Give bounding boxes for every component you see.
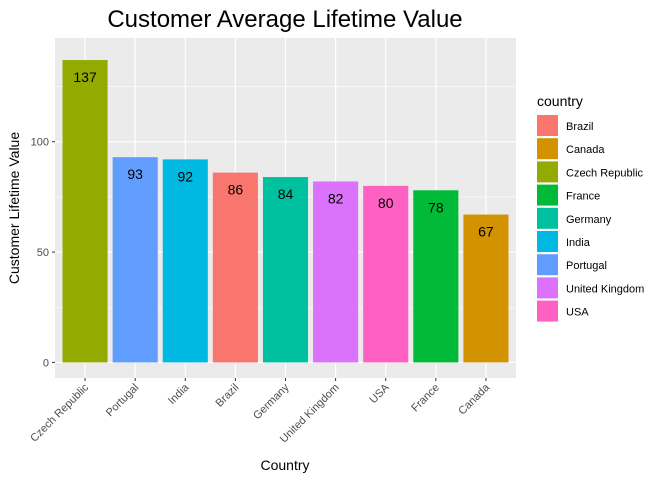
x-tick-label: Germany	[251, 381, 292, 422]
legend-key	[537, 207, 558, 229]
bar	[212, 172, 258, 363]
x-tick-label: Canada	[456, 381, 492, 417]
legend-label: United Kingdom	[566, 283, 644, 295]
legend-label: USA	[566, 307, 589, 319]
legend-key	[537, 300, 558, 322]
bars-group	[62, 60, 509, 363]
y-axis-ticks: 0 50 100	[31, 137, 55, 369]
legend-key	[537, 138, 558, 160]
bar-value-label: 86	[228, 182, 244, 198]
bar	[363, 185, 409, 363]
legend-label: Germany	[566, 214, 612, 226]
legend: Brazil Canada Czech Republic France Germany I…	[537, 115, 644, 322]
legend-label: France	[566, 191, 600, 203]
bar	[463, 214, 509, 363]
bar	[162, 159, 208, 363]
x-tick-label: USA	[367, 381, 392, 406]
legend-title: country	[537, 93, 583, 109]
bar	[112, 157, 158, 363]
x-axis-title: Country	[260, 457, 309, 473]
bar-value-label: 84	[278, 186, 294, 202]
legend-key	[537, 184, 558, 206]
bar	[62, 60, 108, 363]
x-tick-label: Czech Republic	[28, 381, 91, 444]
bar-value-label: 80	[378, 195, 394, 211]
bar	[313, 181, 359, 363]
bar-value-label: 92	[177, 168, 193, 184]
legend-key	[537, 277, 558, 299]
legend-key	[537, 254, 558, 276]
y-tick-label: 100	[31, 137, 49, 149]
bar	[262, 177, 309, 363]
legend-key	[537, 161, 558, 183]
bar-value-label: 137	[73, 69, 97, 85]
x-tick-label: Brazil	[214, 382, 242, 410]
legend-key	[537, 231, 558, 252]
y-tick-label: 50	[37, 247, 49, 259]
legend-key	[537, 115, 558, 136]
bar-value-label: 93	[127, 166, 143, 182]
legend-label: Czech Republic	[566, 167, 644, 179]
y-tick-label: 0	[43, 357, 49, 369]
bar-labels-group: 137 93 92 86 84 82 80 78 67	[73, 69, 494, 239]
chart-title: Customer Average Lifetime Value	[107, 6, 462, 33]
legend-label: Canada	[566, 144, 605, 156]
legend-label: Brazil	[566, 121, 594, 133]
bar-value-label: 82	[328, 190, 344, 206]
x-tick-label: Portugal	[104, 382, 141, 419]
x-axis-ticks: Czech Republic Portugal India Brazil Germany…	[28, 378, 493, 445]
bar-value-label: 67	[478, 224, 494, 240]
x-tick-label: India	[166, 381, 192, 407]
x-tick-label: France	[409, 382, 442, 415]
y-axis-title: Customer Lifetime Value	[6, 132, 22, 284]
legend-label: Portugal	[566, 260, 607, 272]
bar	[413, 190, 459, 363]
bar-value-label: 78	[428, 199, 444, 215]
legend-label: India	[566, 237, 591, 249]
